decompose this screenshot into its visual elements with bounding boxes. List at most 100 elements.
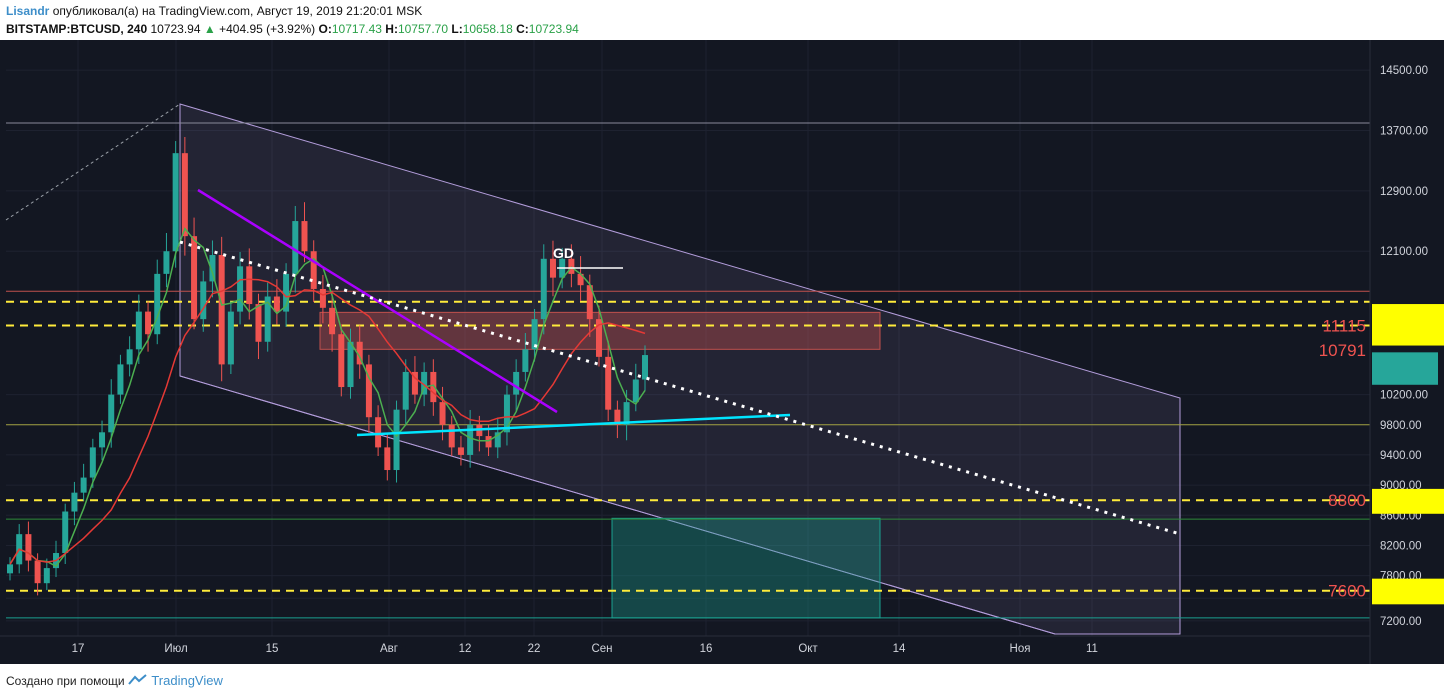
ma-slow-line [9, 278, 646, 565]
high-label: H: [385, 22, 398, 36]
candle-body [264, 296, 271, 342]
candle-body [126, 349, 133, 365]
y-tick-label: 14500.00 [1380, 65, 1428, 77]
x-tick-label: 14 [893, 643, 906, 655]
candle-body [577, 273, 584, 286]
price-level-label: 10791 [1319, 341, 1366, 360]
price-chart[interactable]: GD 14500.00 13700.00 12900.00 12100.00 10200.… [0, 40, 1444, 664]
candle-body [457, 447, 464, 455]
candle-body [218, 255, 225, 365]
candle-body [135, 311, 142, 350]
candle-body [255, 304, 262, 342]
candle-body [338, 334, 345, 388]
x-tick-label: Июл [164, 643, 187, 655]
candle-body [319, 288, 326, 308]
price-level-label: 8800 [1328, 491, 1366, 510]
candle-body [310, 251, 317, 289]
candle-body [632, 379, 639, 403]
trend-guide-line [5, 103, 181, 221]
y-tick-label: 9400.00 [1380, 450, 1422, 462]
x-tick-label: 17 [72, 643, 85, 655]
x-tick-label: 11 [1086, 643, 1098, 655]
candle-body [513, 371, 520, 395]
candle-body [430, 371, 437, 403]
candle-body [209, 255, 216, 282]
candle-body [375, 417, 382, 448]
candle-body [117, 364, 124, 395]
candle-body [393, 409, 400, 471]
target-zone [611, 517, 881, 619]
footer-brand[interactable]: TradingView [151, 673, 223, 688]
candle-body [227, 311, 234, 365]
x-tick-label: 16 [700, 643, 713, 655]
candle-body [439, 402, 446, 425]
price-tag-yellow [1372, 578, 1444, 605]
change-arrow-icon: ▲ [203, 22, 216, 36]
candle-body [411, 371, 418, 395]
chart-background [0, 40, 1444, 664]
x-tick-label: Авг [380, 643, 398, 655]
footer-created-with: Создано при помощи [6, 674, 125, 688]
price-tag-teal [1372, 352, 1438, 385]
candle-body [329, 307, 336, 335]
candle-body [7, 564, 13, 574]
candle-body [172, 153, 179, 252]
candle-body [549, 258, 556, 278]
candle-body [448, 424, 455, 448]
y-tick-label: 13700.00 [1380, 126, 1428, 138]
candle-body [273, 296, 280, 312]
candle-body [642, 355, 648, 380]
x-tick-label: Сен [591, 643, 612, 655]
x-tick-label: Окт [798, 643, 818, 655]
open-label: O: [318, 22, 332, 36]
candle-body [467, 424, 474, 455]
candle-body [154, 273, 161, 335]
descending-channel [179, 103, 1181, 635]
candle-body [614, 409, 621, 425]
candle-body [568, 258, 575, 274]
close-value: 10723.94 [528, 22, 579, 36]
footer: Создано при помощи TradingView [6, 673, 223, 688]
symbol-header: BITSTAMP:BTCUSD, 240 10723.94 ▲ +404.95 … [6, 22, 579, 36]
candle-body [237, 266, 244, 312]
x-tick-label: 15 [266, 643, 279, 655]
candle-body [25, 534, 32, 561]
low-value: 10658.18 [462, 22, 513, 36]
candle-body [301, 221, 308, 252]
candle-body [347, 341, 354, 388]
author-link[interactable]: Lisandr [6, 4, 50, 18]
price-level-label: 11115 [1323, 317, 1367, 336]
last-price: 10723.94 [150, 22, 201, 36]
candle-body [586, 285, 593, 320]
candle-body [365, 364, 372, 418]
x-tick-label: Ноя [1010, 643, 1031, 655]
candle-body [181, 153, 188, 237]
candle-body [62, 511, 69, 554]
x-tick-label: 12 [459, 643, 472, 655]
candle-body [503, 394, 510, 433]
candle-body [494, 432, 501, 448]
y-tick-label: 10200.00 [1380, 390, 1428, 402]
high-value: 10757.70 [397, 22, 449, 36]
candle-body [283, 273, 290, 312]
tradingview-logo-icon[interactable] [128, 674, 151, 688]
gd-label: GD [553, 245, 574, 261]
candle-body [402, 371, 409, 410]
candle-body [522, 349, 529, 372]
candle-body [531, 319, 538, 350]
price-level-label: 7600 [1328, 582, 1366, 601]
candle-body [145, 311, 152, 335]
publish-header: Lisandr опубликовал(а) на TradingView.co… [6, 4, 422, 18]
candle-body [421, 371, 428, 395]
y-tick-label: 7200.00 [1380, 616, 1422, 628]
price-change: +404.95 (+3.92%) [219, 22, 316, 36]
publish-info: опубликовал(а) на TradingView.com, Авгус… [52, 4, 423, 18]
candle-body [485, 436, 492, 448]
y-tick-label: 9800.00 [1380, 420, 1422, 432]
candle-body [200, 281, 207, 320]
candle-body [80, 477, 87, 493]
support-trendline [356, 413, 791, 437]
projection-line [179, 240, 1181, 536]
x-tick-label: 22 [528, 643, 541, 655]
candle-body [292, 221, 299, 274]
